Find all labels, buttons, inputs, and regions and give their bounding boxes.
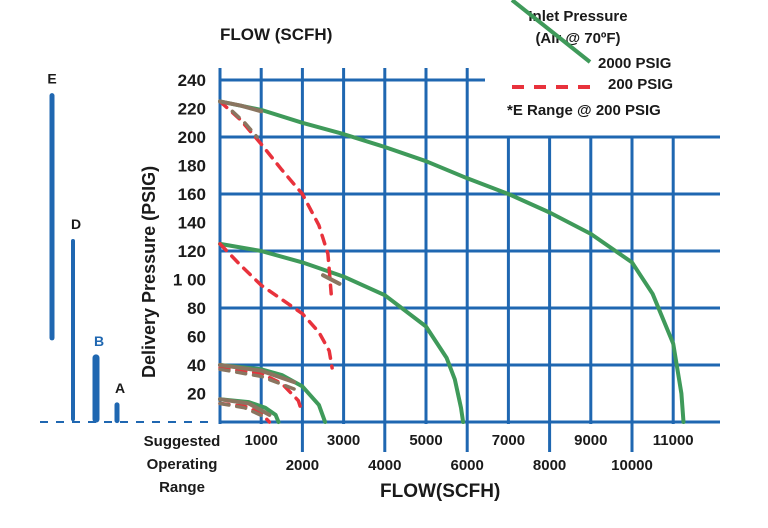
legend-subtitle: (Air @ 70ºF) <box>535 30 620 47</box>
curve-2000-psig-e <box>218 99 686 424</box>
curve-unlabeled <box>218 99 264 114</box>
curve-unlabeled <box>321 273 342 286</box>
operating-range-label: Suggested Operating Range <box>144 433 221 496</box>
range-label-a: A <box>115 380 125 396</box>
curve-unlabeled <box>218 401 266 419</box>
x-tick-label: 4000 <box>368 457 401 474</box>
curves <box>218 99 686 424</box>
legend-label-200: 200 PSIG <box>608 76 673 93</box>
range-label-line-1: Suggested <box>144 433 221 450</box>
y-tick-label: 160 <box>178 185 206 204</box>
curve-unlabeled <box>218 397 272 417</box>
range-label-line-2: Operating <box>147 456 218 473</box>
grid <box>218 68 720 452</box>
x-tick-label: 3000 <box>327 432 360 449</box>
range-label-b: B <box>94 333 104 349</box>
y-tick-label: 1 00 <box>173 271 206 290</box>
legend: Inlet Pressure (Air @ 70ºF) 2000 PSIG 20… <box>507 0 673 119</box>
y-tick-label: 200 <box>178 128 206 147</box>
y-tick-label: 20 <box>187 385 206 404</box>
x-tick-label: 10000 <box>611 457 653 474</box>
curve-2000-psig-d <box>218 241 466 424</box>
curve-200-psig-d <box>218 242 334 370</box>
range-label-d: D <box>71 216 81 232</box>
x-tick-label: 7000 <box>492 432 525 449</box>
curve-unlabeled <box>218 367 301 393</box>
y-tick-label: 240 <box>178 71 206 90</box>
legend-label-2000: 2000 PSIG <box>598 55 671 72</box>
x-tick-label: 8000 <box>533 457 566 474</box>
x-tick-label: 6000 <box>451 457 484 474</box>
chart-title: FLOW (SCFH) <box>220 25 332 44</box>
legend-swatch-2000 <box>510 0 592 64</box>
y-tick-label: 60 <box>187 328 206 347</box>
legend-title: Inlet Pressure <box>528 8 627 25</box>
x-tick-label: 2000 <box>286 457 319 474</box>
range-label-line-3: Range <box>159 479 205 496</box>
y-tick-label: 120 <box>178 242 206 261</box>
x-tick-label: 11000 <box>653 432 694 449</box>
x-tick-label: 9000 <box>574 432 607 449</box>
curve-unlabeled <box>230 109 259 139</box>
y-tick-label: 180 <box>178 157 206 176</box>
curve-unlabeled <box>218 363 297 385</box>
x-tick-label: 1000 <box>245 432 278 449</box>
y-tick-label: 140 <box>178 214 206 233</box>
curve-200-psig-b <box>218 366 305 416</box>
x-axis-label: FLOW(SCFH) <box>380 481 500 502</box>
y-tick-label: 220 <box>178 100 206 119</box>
x-tick-label: 5000 <box>409 432 442 449</box>
operating-ranges: E D B A <box>40 71 215 424</box>
range-label-e: E <box>47 71 56 87</box>
y-tick-label: 80 <box>187 299 206 318</box>
y-tick-label: 40 <box>187 356 206 375</box>
y-axis-label: Delivery Pressure (PSIG) <box>139 166 159 378</box>
legend-note: *E Range @ 200 PSIG <box>507 102 661 119</box>
